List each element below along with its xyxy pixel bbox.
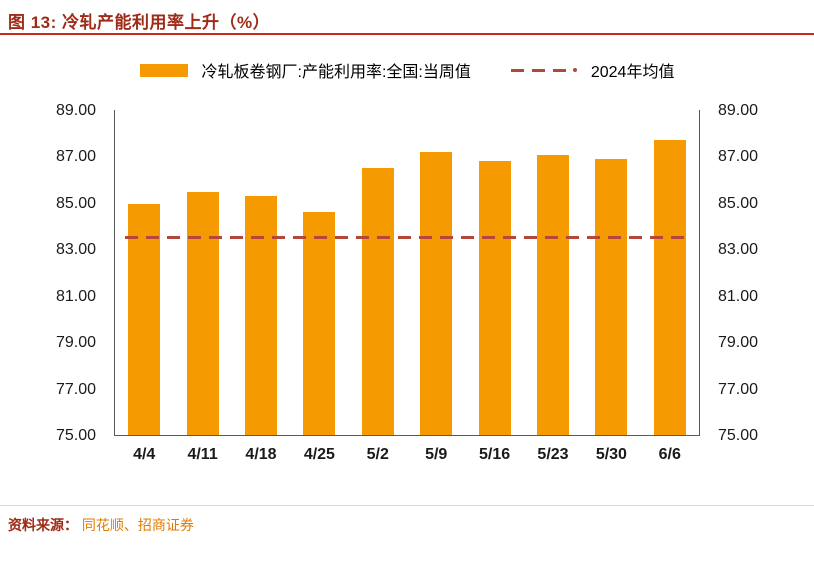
y-tick-label: 81.00 xyxy=(718,287,759,305)
plot-area: 4/4 4/11 4/18 4/25 5/2 5/9 5/16 5/23 5/30 6/6 xyxy=(114,110,700,463)
bar-5/9 xyxy=(420,151,453,435)
y-tick-label: 85.00 xyxy=(55,194,96,212)
y-tick-label: 77.00 xyxy=(55,380,96,398)
y-tick-label: 75.00 xyxy=(55,427,96,444)
bar-4/11 xyxy=(186,192,219,435)
x-tick-label: 4/4 xyxy=(133,446,156,463)
y-tick-label: 83.00 xyxy=(718,241,759,259)
bar-4/18 xyxy=(244,195,278,435)
y-tick-label: 81.00 xyxy=(55,287,96,305)
chart: 75.00 77.00 79.00 81.00 83.00 85.00 87.00 89.00… xyxy=(30,100,784,470)
bar-4/4 xyxy=(128,204,161,435)
figure-title: 图 13: 冷轧产能利用率上升（%） xyxy=(8,13,271,32)
legend: 冷轧板卷钢厂:产能利用率:全国:当周值 2024年均值 xyxy=(0,58,814,82)
bar-4/25 xyxy=(303,212,336,435)
reference-line xyxy=(125,236,689,240)
y-tick-label: 85.00 xyxy=(718,194,759,212)
y-axis-left: 75.00 77.00 79.00 81.00 83.00 85.00 87.00 89.00 xyxy=(30,102,106,444)
y-tick-label: 79.00 xyxy=(718,334,759,352)
source-line: 资料来源： 同花顺、招商证券 xyxy=(8,515,194,535)
y-axis-right: 75.00 77.00 79.00 81.00 83.00 85.00 87.00 89.00 xyxy=(708,102,784,444)
x-tick-label: 5/9 xyxy=(425,446,448,463)
footer-rule xyxy=(0,505,814,506)
legend-line-dot-icon xyxy=(572,68,577,72)
x-tick-label: 5/16 xyxy=(479,446,511,463)
y-tick-label: 83.00 xyxy=(55,241,96,259)
x-tick-label: 4/25 xyxy=(303,446,335,463)
x-tick-label: 6/6 xyxy=(658,446,681,463)
x-tick-label: 5/2 xyxy=(366,446,389,463)
bar-6/6 xyxy=(653,140,686,435)
bar-5/2 xyxy=(361,168,394,435)
y-tick-label: 89.00 xyxy=(55,102,96,119)
source-text: 同花顺、招商证券 xyxy=(81,517,194,533)
y-tick-label: 89.00 xyxy=(718,102,759,119)
y-tick-label: 75.00 xyxy=(718,427,759,444)
legend-bar-label: 冷轧板卷钢厂:产能利用率:全国:当周值 xyxy=(201,64,471,81)
legend-line-label: 2024年均值 xyxy=(590,64,675,81)
y-tick-label: 87.00 xyxy=(718,148,759,166)
bar-5/23 xyxy=(536,155,570,435)
y-tick-label: 87.00 xyxy=(55,148,96,166)
x-tick-label: 4/11 xyxy=(187,446,218,463)
x-tick-label: 5/23 xyxy=(537,446,569,463)
bar-5/16 xyxy=(478,161,511,435)
title-rule xyxy=(0,33,814,35)
legend-bar-swatch xyxy=(139,63,188,77)
bar-5/30 xyxy=(595,158,628,435)
y-tick-label: 77.00 xyxy=(718,380,759,398)
source-label: 资料来源： xyxy=(8,517,78,533)
y-tick-label: 79.00 xyxy=(55,334,96,352)
x-tick-label: 5/30 xyxy=(595,446,627,463)
legend-line-swatch xyxy=(510,68,567,72)
x-tick-label: 4/18 xyxy=(245,446,277,463)
